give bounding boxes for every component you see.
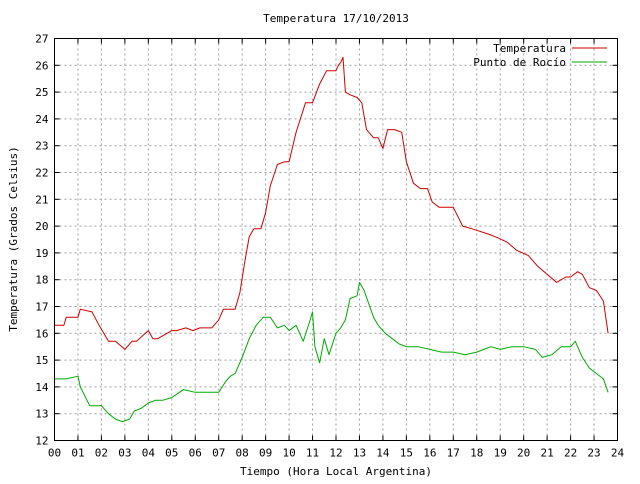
x-tick-label: 12 bbox=[329, 447, 342, 460]
x-tick-label: 09 bbox=[259, 447, 272, 460]
y-tick-label: 17 bbox=[35, 301, 48, 314]
y-tick-label: 26 bbox=[35, 59, 48, 72]
x-tick-label: 24 bbox=[611, 447, 625, 460]
x-tick-label: 08 bbox=[236, 447, 249, 460]
x-tick-label: 15 bbox=[400, 447, 413, 460]
x-tick-label: 19 bbox=[494, 447, 507, 460]
y-tick-label: 22 bbox=[35, 167, 48, 180]
y-tick-label: 24 bbox=[35, 113, 49, 126]
x-tick-label: 16 bbox=[423, 447, 436, 460]
series-line-temperatura bbox=[54, 56, 609, 350]
y-tick-label: 25 bbox=[35, 86, 48, 99]
x-tick-label: 22 bbox=[564, 447, 577, 460]
y-tick-label: 15 bbox=[35, 354, 48, 367]
y-tick-label: 27 bbox=[35, 33, 48, 46]
y-tick-label: 14 bbox=[35, 381, 49, 394]
x-tick-label: 10 bbox=[282, 447, 295, 460]
legend: Temperatura Punto de Rocío bbox=[473, 42, 607, 69]
x-tick-label: 18 bbox=[470, 447, 483, 460]
y-tick-label: 23 bbox=[35, 140, 48, 153]
x-tick-label: 01 bbox=[71, 447, 84, 460]
x-tick-label: 07 bbox=[212, 447, 225, 460]
x-tick-label: 21 bbox=[541, 447, 554, 460]
x-tick-label: 23 bbox=[587, 447, 600, 460]
x-tick-label: 17 bbox=[447, 447, 460, 460]
x-tick-label: 20 bbox=[517, 447, 530, 460]
x-tick-label: 03 bbox=[118, 447, 131, 460]
y-axis-label: Temperatura (Grados Celsius) bbox=[7, 146, 20, 331]
series-line-punto-de-rocio bbox=[54, 281, 609, 423]
x-tick-label: 04 bbox=[142, 447, 156, 460]
y-tick-label: 21 bbox=[35, 193, 48, 206]
y-tick-label: 18 bbox=[35, 274, 48, 287]
x-tick-label: 11 bbox=[306, 447, 319, 460]
y-tick-label: 12 bbox=[35, 435, 48, 448]
x-tick-label: 00 bbox=[48, 447, 61, 460]
legend-label-punto-de-rocio: Punto de Rocío bbox=[473, 56, 566, 69]
y-tick-label: 19 bbox=[35, 247, 48, 260]
x-tick-label: 13 bbox=[353, 447, 366, 460]
y-tick-label: 16 bbox=[35, 327, 48, 340]
y-tick-label: 13 bbox=[35, 408, 48, 421]
legend-label-temperatura: Temperatura bbox=[493, 42, 566, 55]
y-tick-label: 20 bbox=[35, 220, 48, 233]
x-tick-label: 05 bbox=[165, 447, 178, 460]
x-axis-label: Tiempo (Hora Local Argentina) bbox=[240, 465, 432, 478]
chart-title: Temperatura 17/10/2013 bbox=[263, 12, 409, 25]
x-tick-label: 02 bbox=[95, 447, 108, 460]
plot-frame bbox=[54, 38, 618, 441]
x-tick-label: 06 bbox=[189, 447, 202, 460]
x-tick-label: 14 bbox=[376, 447, 390, 460]
